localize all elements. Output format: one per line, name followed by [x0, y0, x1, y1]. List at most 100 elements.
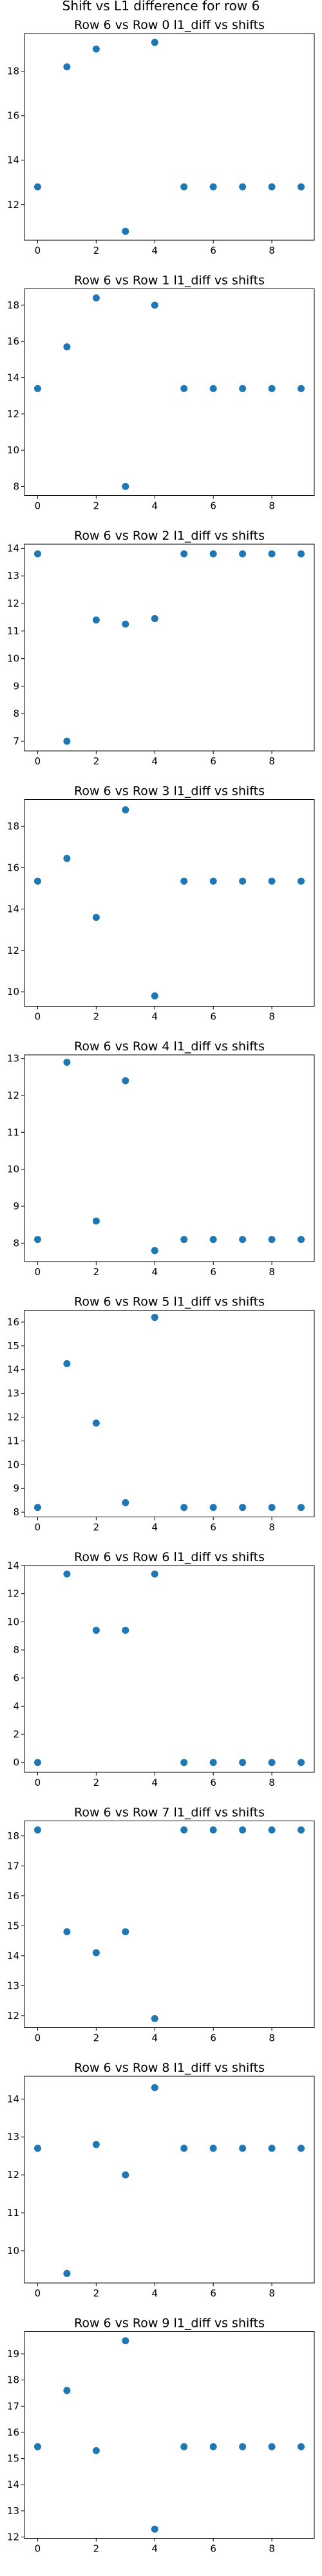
y-tick-label: 14	[7, 2093, 19, 2105]
axes-frame	[24, 1054, 315, 1262]
subplot-title: Row 6 vs Row 3 l1_diff vs shifts	[74, 784, 265, 799]
y-tick-label: 12	[7, 199, 19, 211]
data-point	[239, 2443, 247, 2450]
y-tick-label: 19	[7, 2348, 19, 2360]
x-tick-label: 8	[269, 755, 275, 767]
x-tick-label: 2	[93, 245, 100, 256]
y-tick-label: 8	[13, 480, 19, 492]
data-point	[151, 301, 158, 309]
data-point	[122, 1626, 129, 1634]
y-tick-label: 7	[13, 735, 19, 747]
data-point	[63, 63, 71, 71]
y-tick-label: 15	[7, 1920, 19, 1931]
y-tick-label: 8	[13, 1237, 19, 1249]
x-tick-label: 4	[151, 1522, 158, 1533]
data-point	[33, 1759, 41, 1766]
y-tick-label: 16	[7, 110, 19, 122]
subplot-7: Row 6 vs Row 7 l1_diff vs shifts 0 2 4 6 8 12 1…	[7, 1806, 315, 2044]
data-point	[298, 877, 305, 885]
y-tick-label: 14	[7, 2479, 19, 2490]
y-tick-label: 14	[7, 1560, 19, 1571]
data-point	[209, 877, 217, 885]
data-point	[298, 1236, 305, 1244]
y-tick-label: 13	[7, 2505, 19, 2517]
x-tick-label: 8	[269, 500, 275, 512]
y-tick-label: 16	[7, 336, 19, 347]
subplot-grid: Row 6 vs Row 0 l1_diff vs shifts 0 2 4 6 8 12 1…	[7, 18, 315, 2555]
subplot-4: Row 6 vs Row 4 l1_diff vs shifts 0 2 4 6 8 8 9 1…	[7, 1039, 315, 1278]
data-point	[239, 1236, 247, 1244]
data-point	[151, 1314, 158, 1321]
data-point	[33, 877, 41, 885]
y-tick-label: 4	[13, 1700, 19, 1712]
data-point	[122, 2171, 129, 2179]
data-point	[180, 2443, 188, 2450]
data-point	[151, 2015, 158, 2023]
subplot-title: Row 6 vs Row 5 l1_diff vs shifts	[74, 1295, 265, 1309]
y-tick-label: 10	[7, 1616, 19, 1627]
y-tick-label: 12	[7, 1588, 19, 1600]
data-point	[180, 1504, 188, 1511]
y-tick-label: 12	[7, 1412, 19, 1423]
data-point	[92, 616, 100, 624]
data-point	[92, 1949, 100, 1956]
x-tick-label: 0	[35, 2032, 41, 2044]
x-tick-label: 6	[210, 1777, 216, 1788]
data-point	[209, 550, 217, 558]
data-point	[298, 384, 305, 392]
data-point	[180, 1236, 188, 1244]
data-point	[180, 183, 188, 191]
y-tick-label: 9	[13, 1200, 19, 1212]
x-tick-label: 2	[93, 1777, 100, 1788]
data-point	[268, 384, 276, 392]
data-point	[63, 1058, 71, 1066]
y-tick-label: 10	[7, 1459, 19, 1470]
data-point	[268, 2443, 276, 2450]
data-point	[268, 1504, 276, 1511]
y-tick-label: 12	[7, 408, 19, 420]
data-point	[122, 1499, 129, 1506]
data-point	[268, 1236, 276, 1244]
x-tick-label: 8	[269, 2032, 275, 2044]
y-tick-label: 10	[7, 444, 19, 456]
data-point	[209, 2443, 217, 2450]
y-tick-label: 8	[13, 708, 19, 719]
y-tick-label: 11	[7, 1126, 19, 1138]
x-tick-label: 6	[210, 2287, 216, 2299]
x-tick-label: 4	[151, 755, 158, 767]
y-tick-label: 16	[7, 1316, 19, 1328]
subplot-3: Row 6 vs Row 3 l1_diff vs shifts 0 2 4 6 8 10 1…	[7, 784, 315, 1023]
y-tick-label: 15	[7, 1340, 19, 1352]
y-tick-label: 9	[13, 1482, 19, 1494]
data-point	[92, 45, 100, 53]
data-point	[239, 1759, 247, 1766]
data-point	[122, 227, 129, 235]
data-point	[63, 1570, 71, 1578]
x-tick-label: 0	[35, 1266, 41, 1278]
y-tick-label: 14	[7, 904, 19, 915]
x-tick-label: 2	[93, 1522, 100, 1533]
axes-frame	[24, 1565, 315, 1773]
y-tick-label: 14	[7, 542, 19, 554]
axes-frame	[24, 2076, 315, 2284]
y-tick-label: 13	[7, 1980, 19, 1991]
x-tick-label: 0	[35, 1522, 41, 1533]
data-point	[63, 343, 71, 351]
x-tick-label: 0	[35, 2543, 41, 2555]
x-tick-label: 6	[210, 500, 216, 512]
x-tick-label: 6	[210, 1011, 216, 1023]
y-tick-label: 12	[7, 2531, 19, 2543]
data-point	[268, 877, 276, 885]
axes-frame	[24, 33, 315, 241]
x-tick-label: 0	[35, 1777, 41, 1788]
subplot-title: Row 6 vs Row 0 l1_diff vs shifts	[74, 18, 265, 32]
data-point	[33, 1826, 41, 1833]
data-point	[298, 1759, 305, 1766]
data-point	[209, 1236, 217, 1244]
data-point	[33, 1236, 41, 1244]
data-point	[268, 1759, 276, 1766]
x-tick-label: 2	[93, 2543, 100, 2555]
data-point	[298, 2145, 305, 2152]
data-point	[268, 2145, 276, 2152]
data-point	[122, 2337, 129, 2345]
